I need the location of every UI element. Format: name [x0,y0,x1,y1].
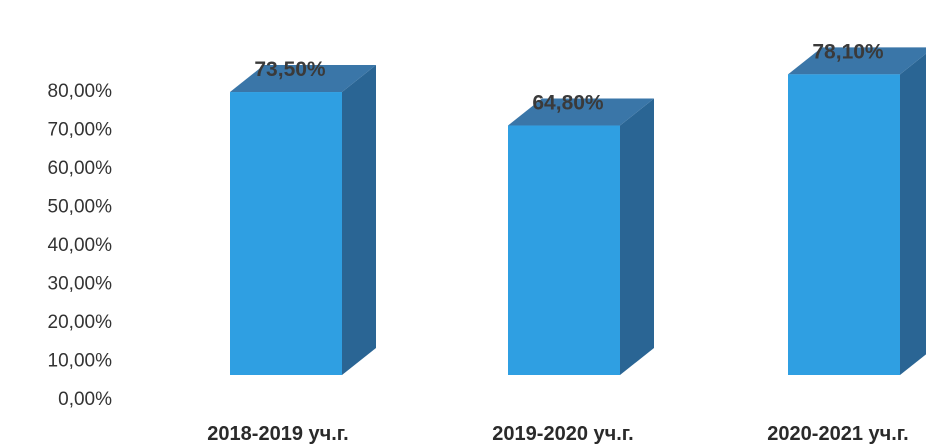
data-label: 64,80% [532,92,604,115]
y-tick-label: 80,00% [48,81,113,102]
bar-side [620,99,654,375]
y-tick-label: 60,00% [48,158,113,179]
data-label: 78,10% [812,40,884,63]
x-axis: 2018-2019 уч.г. 2019-2020 уч.г. 2020-2021 … [207,423,908,445]
bar-side [900,47,926,375]
data-label: 73,50% [254,58,326,81]
y-tick-label: 40,00% [48,235,113,256]
bar [230,65,376,375]
y-tick-label: 20,00% [48,312,113,333]
bar-front [230,92,342,375]
x-tick-label: 2019-2020 уч.г. [492,423,633,445]
bar [788,47,926,375]
y-tick-label: 0,00% [58,389,112,410]
bar-side [342,65,376,375]
y-tick-label: 30,00% [48,274,113,295]
y-tick-label: 10,00% [48,351,113,372]
y-tick-label: 70,00% [48,120,113,141]
x-tick-label: 2018-2019 уч.г. [207,423,348,445]
bar-front [788,74,900,375]
y-tick-label: 50,00% [48,197,113,218]
x-tick-label: 2020-2021 уч.г. [767,423,908,445]
y-axis: 0,00% 10,00% 20,00% 30,00% 40,00% 50,00% 60,00… [48,81,113,410]
bar-front [508,126,620,375]
bar [508,99,654,375]
